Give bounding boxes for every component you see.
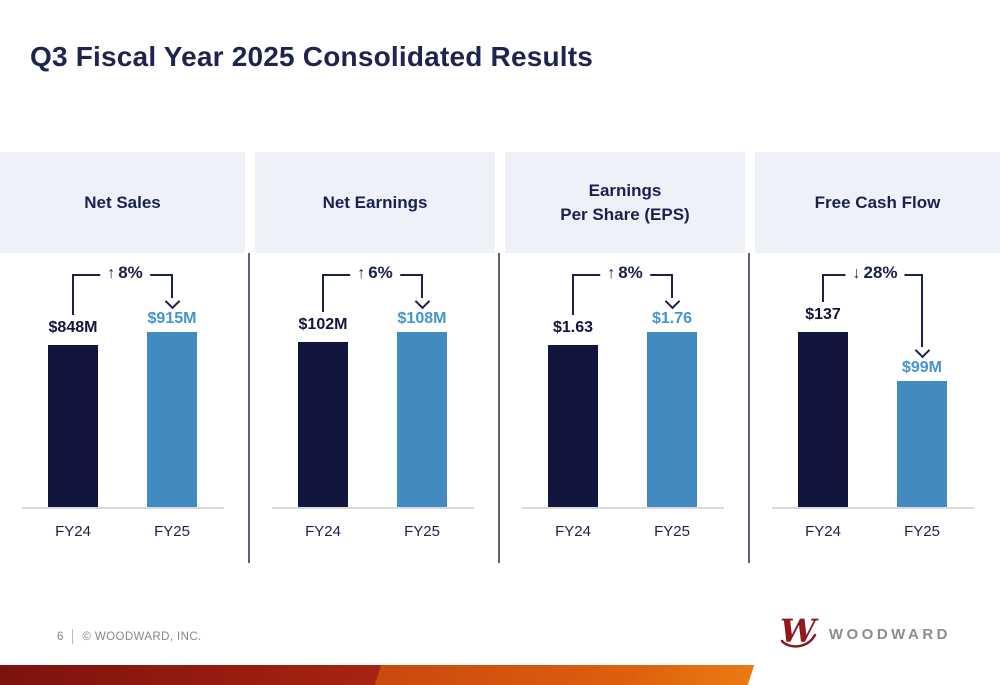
fy25-value-label: $1.76 — [651, 310, 693, 327]
bar-chart: ↓ 28% $137 $99M FY24 FY25 — [750, 253, 1000, 565]
ribbon-segment — [632, 665, 755, 685]
fy25-value-label: $108M — [397, 310, 447, 327]
down-arrowhead-icon — [164, 293, 181, 310]
bottom-accent-ribbon — [0, 665, 758, 685]
change-bracket-arrow-line — [671, 274, 673, 298]
page-number: 6 — [57, 630, 64, 643]
change-label: ↓ 28% — [845, 263, 905, 283]
change-label: ↑ 8% — [100, 263, 150, 283]
change-percent: 28% — [863, 263, 898, 282]
change-arrow-icon: ↑ — [107, 265, 116, 282]
fy24-bar — [548, 345, 598, 507]
down-arrowhead-icon — [664, 293, 681, 310]
change-percent: 8% — [618, 263, 643, 282]
chart-baseline — [272, 507, 474, 509]
fy24-axis-label: FY24 — [305, 523, 341, 540]
ribbon-segment — [0, 665, 389, 685]
change-percent: 6% — [368, 263, 393, 282]
panel-title: Earnings Per Share (EPS) — [560, 180, 690, 224]
woodward-logo: W WOODWARD — [779, 612, 951, 656]
panel-header: Earnings Per Share (EPS) — [505, 152, 745, 253]
change-bracket-arrow-line — [921, 274, 923, 347]
bar-chart: ↑ 8% $848M $915M FY24 FY25 — [0, 253, 250, 565]
fy25-value-label: $99M — [901, 359, 943, 376]
fy25-axis-label: FY25 — [154, 523, 190, 540]
fy25-axis-label: FY25 — [654, 523, 690, 540]
fy25-bar — [147, 332, 197, 507]
fy25-bar — [397, 332, 447, 507]
change-bracket-arrow-line — [171, 274, 173, 298]
copyright-text: © WOODWARD, INC. — [82, 630, 202, 643]
panel-title: Net Sales — [84, 192, 161, 212]
ribbon-segment — [374, 665, 644, 685]
logo-wordmark: WOODWARD — [828, 626, 951, 643]
fy25-axis-label: FY25 — [904, 523, 940, 540]
fy25-bar — [647, 332, 697, 507]
panel-header: Net Sales — [0, 152, 245, 253]
panel-divider — [748, 253, 750, 563]
change-bracket-left-line — [72, 274, 74, 315]
change-label: ↑ 6% — [350, 263, 400, 283]
fy24-axis-label: FY24 — [55, 523, 91, 540]
fy25-axis-label: FY25 — [404, 523, 440, 540]
fy24-bar — [48, 345, 98, 507]
change-bracket-left-line — [822, 274, 824, 302]
metric-panels-row: Net Sales ↑ 8% $848M $915M FY24 FY25 Net … — [0, 152, 1000, 565]
change-bracket-left-line — [572, 274, 574, 315]
fy24-value-label: $1.63 — [552, 319, 594, 336]
chart-baseline — [772, 507, 974, 509]
panel-title: Net Earnings — [322, 192, 428, 212]
panel-title: Free Cash Flow — [814, 192, 941, 212]
change-arrow-icon: ↑ — [357, 265, 366, 282]
page-title: Q3 Fiscal Year 2025 Consolidated Results — [30, 41, 594, 72]
change-percent: 8% — [118, 263, 143, 282]
change-label: ↑ 8% — [600, 263, 650, 283]
metric-panel: Earnings Per Share (EPS) ↑ 8% $1.63 $1.76… — [500, 152, 750, 565]
fy24-bar — [298, 342, 348, 507]
fy25-bar — [897, 381, 947, 507]
woodward-w-mark-icon: W — [779, 612, 821, 656]
fy24-bar — [798, 332, 848, 507]
panel-divider — [498, 253, 500, 563]
chart-baseline — [522, 507, 724, 509]
fy24-axis-label: FY24 — [805, 523, 841, 540]
down-arrowhead-icon — [914, 342, 931, 359]
change-bracket-arrow-line — [421, 274, 423, 298]
panel-header: Free Cash Flow — [755, 152, 1000, 253]
fy25-value-label: $915M — [147, 310, 197, 327]
change-arrow-icon: ↑ — [607, 265, 616, 282]
metric-panel: Net Sales ↑ 8% $848M $915M FY24 FY25 — [0, 152, 250, 565]
panel-divider — [248, 253, 250, 563]
fy24-value-label: $848M — [48, 319, 98, 336]
panel-header: Net Earnings — [255, 152, 495, 253]
fy24-value-label: $102M — [298, 316, 348, 333]
change-bracket-left-line — [322, 274, 324, 312]
fy24-axis-label: FY24 — [555, 523, 591, 540]
footer-divider — [72, 629, 74, 644]
bar-chart: ↑ 8% $1.63 $1.76 FY24 FY25 — [500, 253, 750, 565]
fy24-value-label: $137 — [805, 306, 841, 323]
chart-baseline — [22, 507, 224, 509]
metric-panel: Free Cash Flow ↓ 28% $137 $99M FY24 FY25 — [750, 152, 1000, 565]
change-arrow-icon: ↓ — [852, 265, 861, 282]
metric-panel: Net Earnings ↑ 6% $102M $108M FY24 FY25 — [250, 152, 500, 565]
bar-chart: ↑ 6% $102M $108M FY24 FY25 — [250, 253, 500, 565]
slide-footer: 6 © WOODWARD, INC. — [57, 629, 202, 644]
down-arrowhead-icon — [414, 293, 431, 310]
